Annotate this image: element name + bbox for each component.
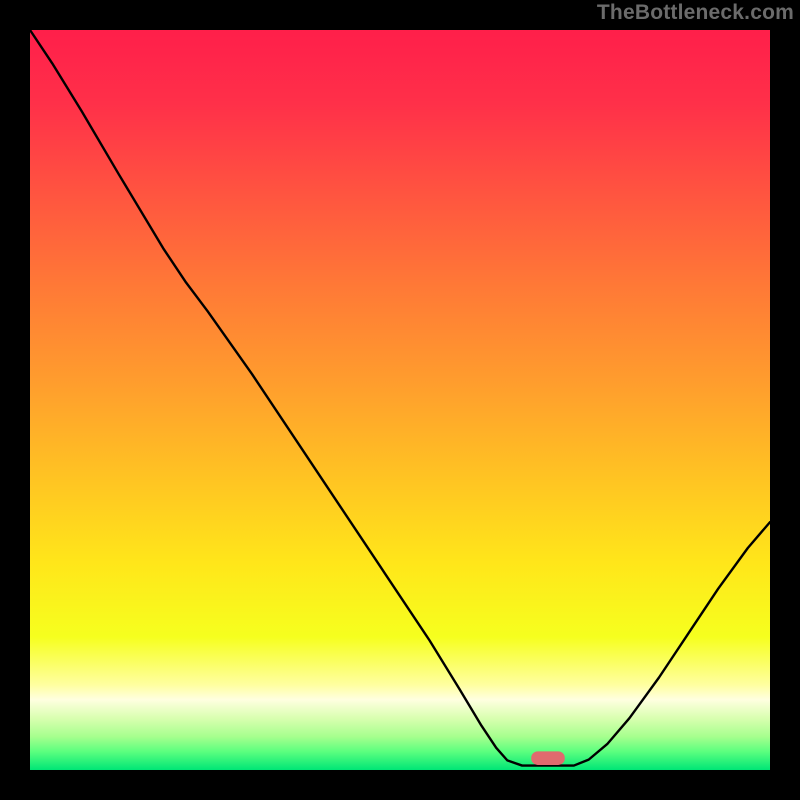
plot-background — [30, 30, 770, 770]
optimal-marker — [532, 752, 565, 765]
source-watermark: TheBottleneck.com — [597, 1, 794, 25]
chart-frame: TheBottleneck.com — [0, 0, 800, 800]
bottleneck-chart — [0, 0, 800, 800]
